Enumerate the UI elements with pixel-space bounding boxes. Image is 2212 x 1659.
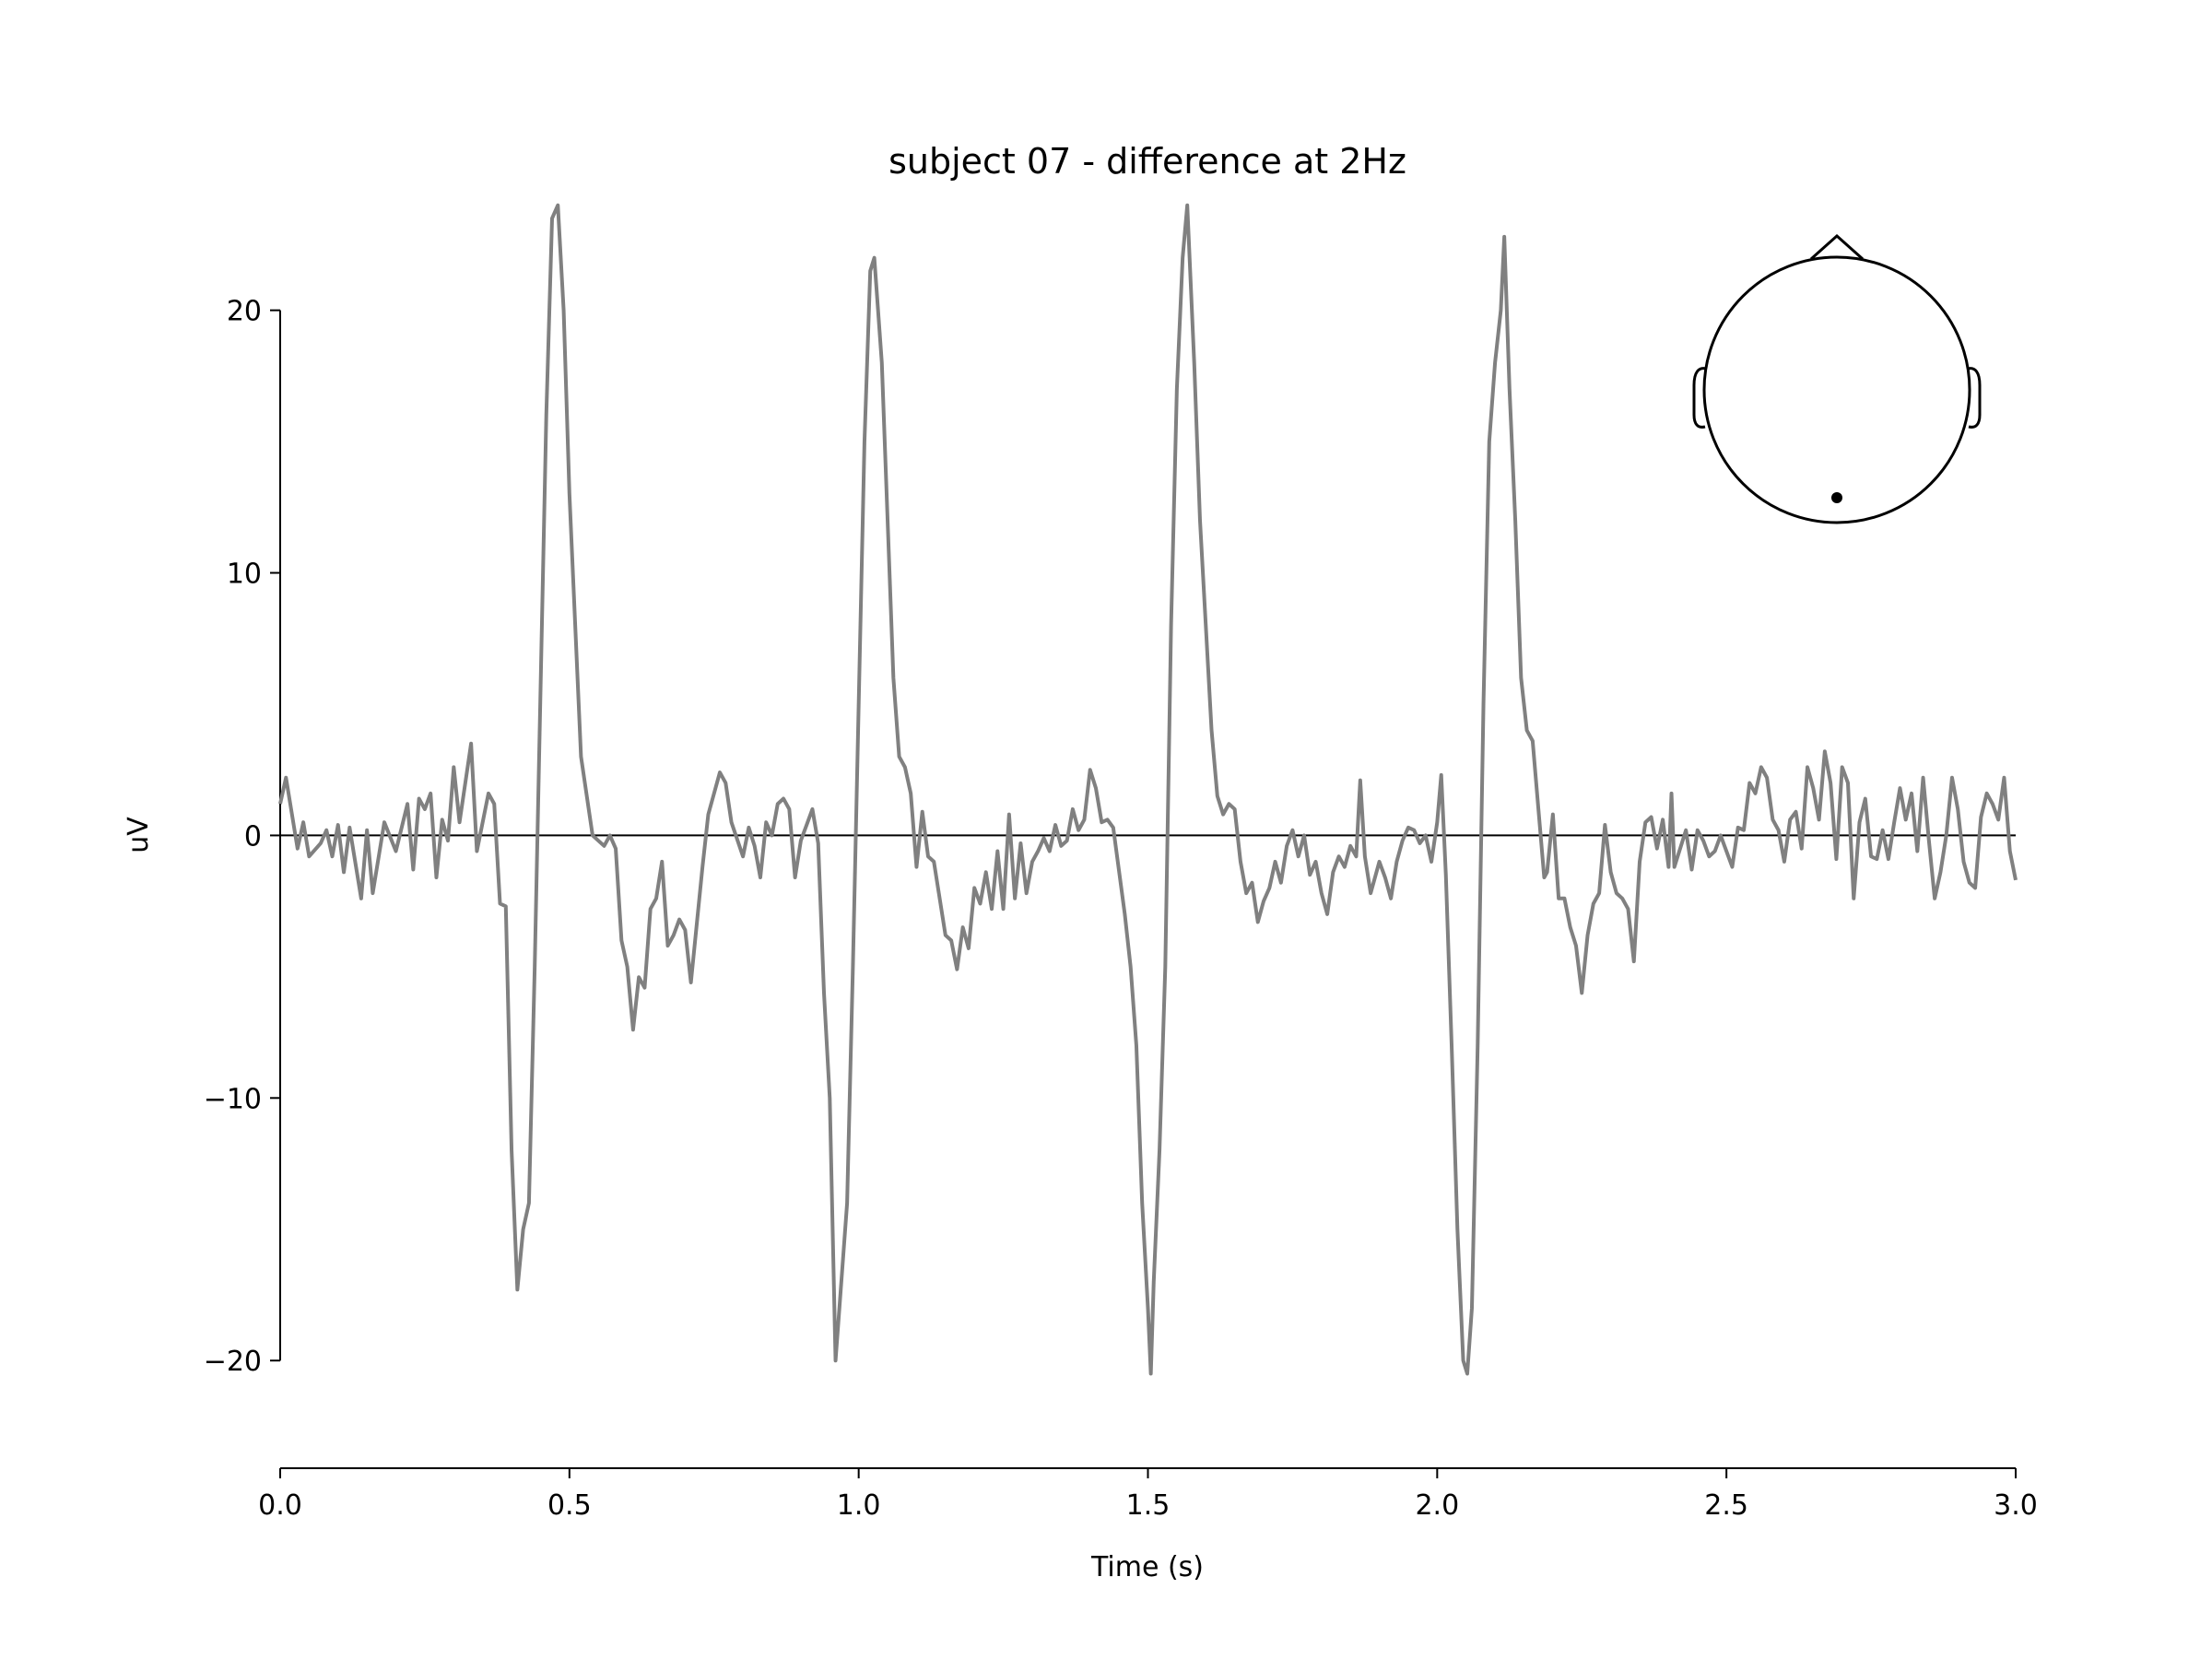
x-tick-label: 2.5 xyxy=(1704,1489,1748,1522)
y-axis-label: uV xyxy=(123,817,155,853)
x-tick-label: 0.5 xyxy=(547,1489,592,1522)
x-tick-label: 0.0 xyxy=(258,1489,302,1522)
head-nose xyxy=(1810,233,1864,261)
head-ear-left xyxy=(1692,367,1707,429)
y-tick-label: 0 xyxy=(244,820,262,853)
x-tick-label: 3.0 xyxy=(1994,1489,2038,1522)
sensor-dot xyxy=(1831,492,1842,503)
head-ear-right xyxy=(1967,367,1982,429)
x-tick-label: 2.0 xyxy=(1415,1489,1459,1522)
x-tick-label: 1.0 xyxy=(837,1489,881,1522)
x-axis-label: Time (s) xyxy=(1090,1551,1204,1583)
head-outline xyxy=(1702,255,1971,524)
y-tick-label: −20 xyxy=(204,1346,262,1378)
y-tick-label: −10 xyxy=(204,1083,262,1115)
x-tick-label: 1.5 xyxy=(1126,1489,1171,1522)
y-tick-label: 20 xyxy=(227,296,262,328)
y-tick-label: 10 xyxy=(227,559,262,591)
head-inset xyxy=(1692,233,1982,524)
signal-line xyxy=(278,203,2018,1376)
chart-title: subject 07 - difference at 2Hz xyxy=(888,141,1406,182)
